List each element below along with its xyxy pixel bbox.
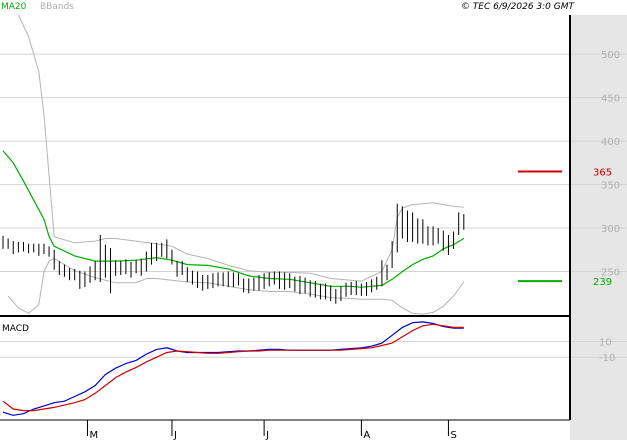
price-tick-label: 500: [601, 50, 620, 61]
macd-line: [2, 321, 464, 416]
right-axis-strip: [570, 15, 627, 440]
ma20-line: [2, 150, 465, 288]
legend-bbands: BBands: [40, 2, 74, 12]
bband-lower-line: [7, 257, 465, 315]
support-label: 239: [593, 277, 612, 288]
resistance-label: 365: [593, 168, 612, 179]
price-tick-label: 350: [601, 181, 620, 192]
macd-title: MACD: [2, 324, 29, 334]
signal-line: [2, 323, 464, 412]
macd-tick-label: 10: [599, 338, 612, 349]
x-tick-label: M: [89, 430, 98, 440]
copyright-text: © TEC 6/9/2026 3:0 GMT: [461, 2, 576, 12]
x-tick-label: J: [265, 430, 269, 440]
macd-tick-label: -10: [599, 353, 615, 364]
price-tick-label: 250: [601, 268, 620, 279]
legend-ma20: MA20: [1, 2, 27, 12]
price-tick-label: 450: [601, 94, 620, 105]
price-tick-label: 300: [601, 224, 620, 235]
price-tick-label: 400: [601, 137, 620, 148]
x-tick-label: A: [363, 430, 370, 440]
x-tick-label: J: [173, 430, 177, 440]
x-tick-label: S: [450, 430, 456, 440]
bband-upper-line: [17, 14, 464, 282]
